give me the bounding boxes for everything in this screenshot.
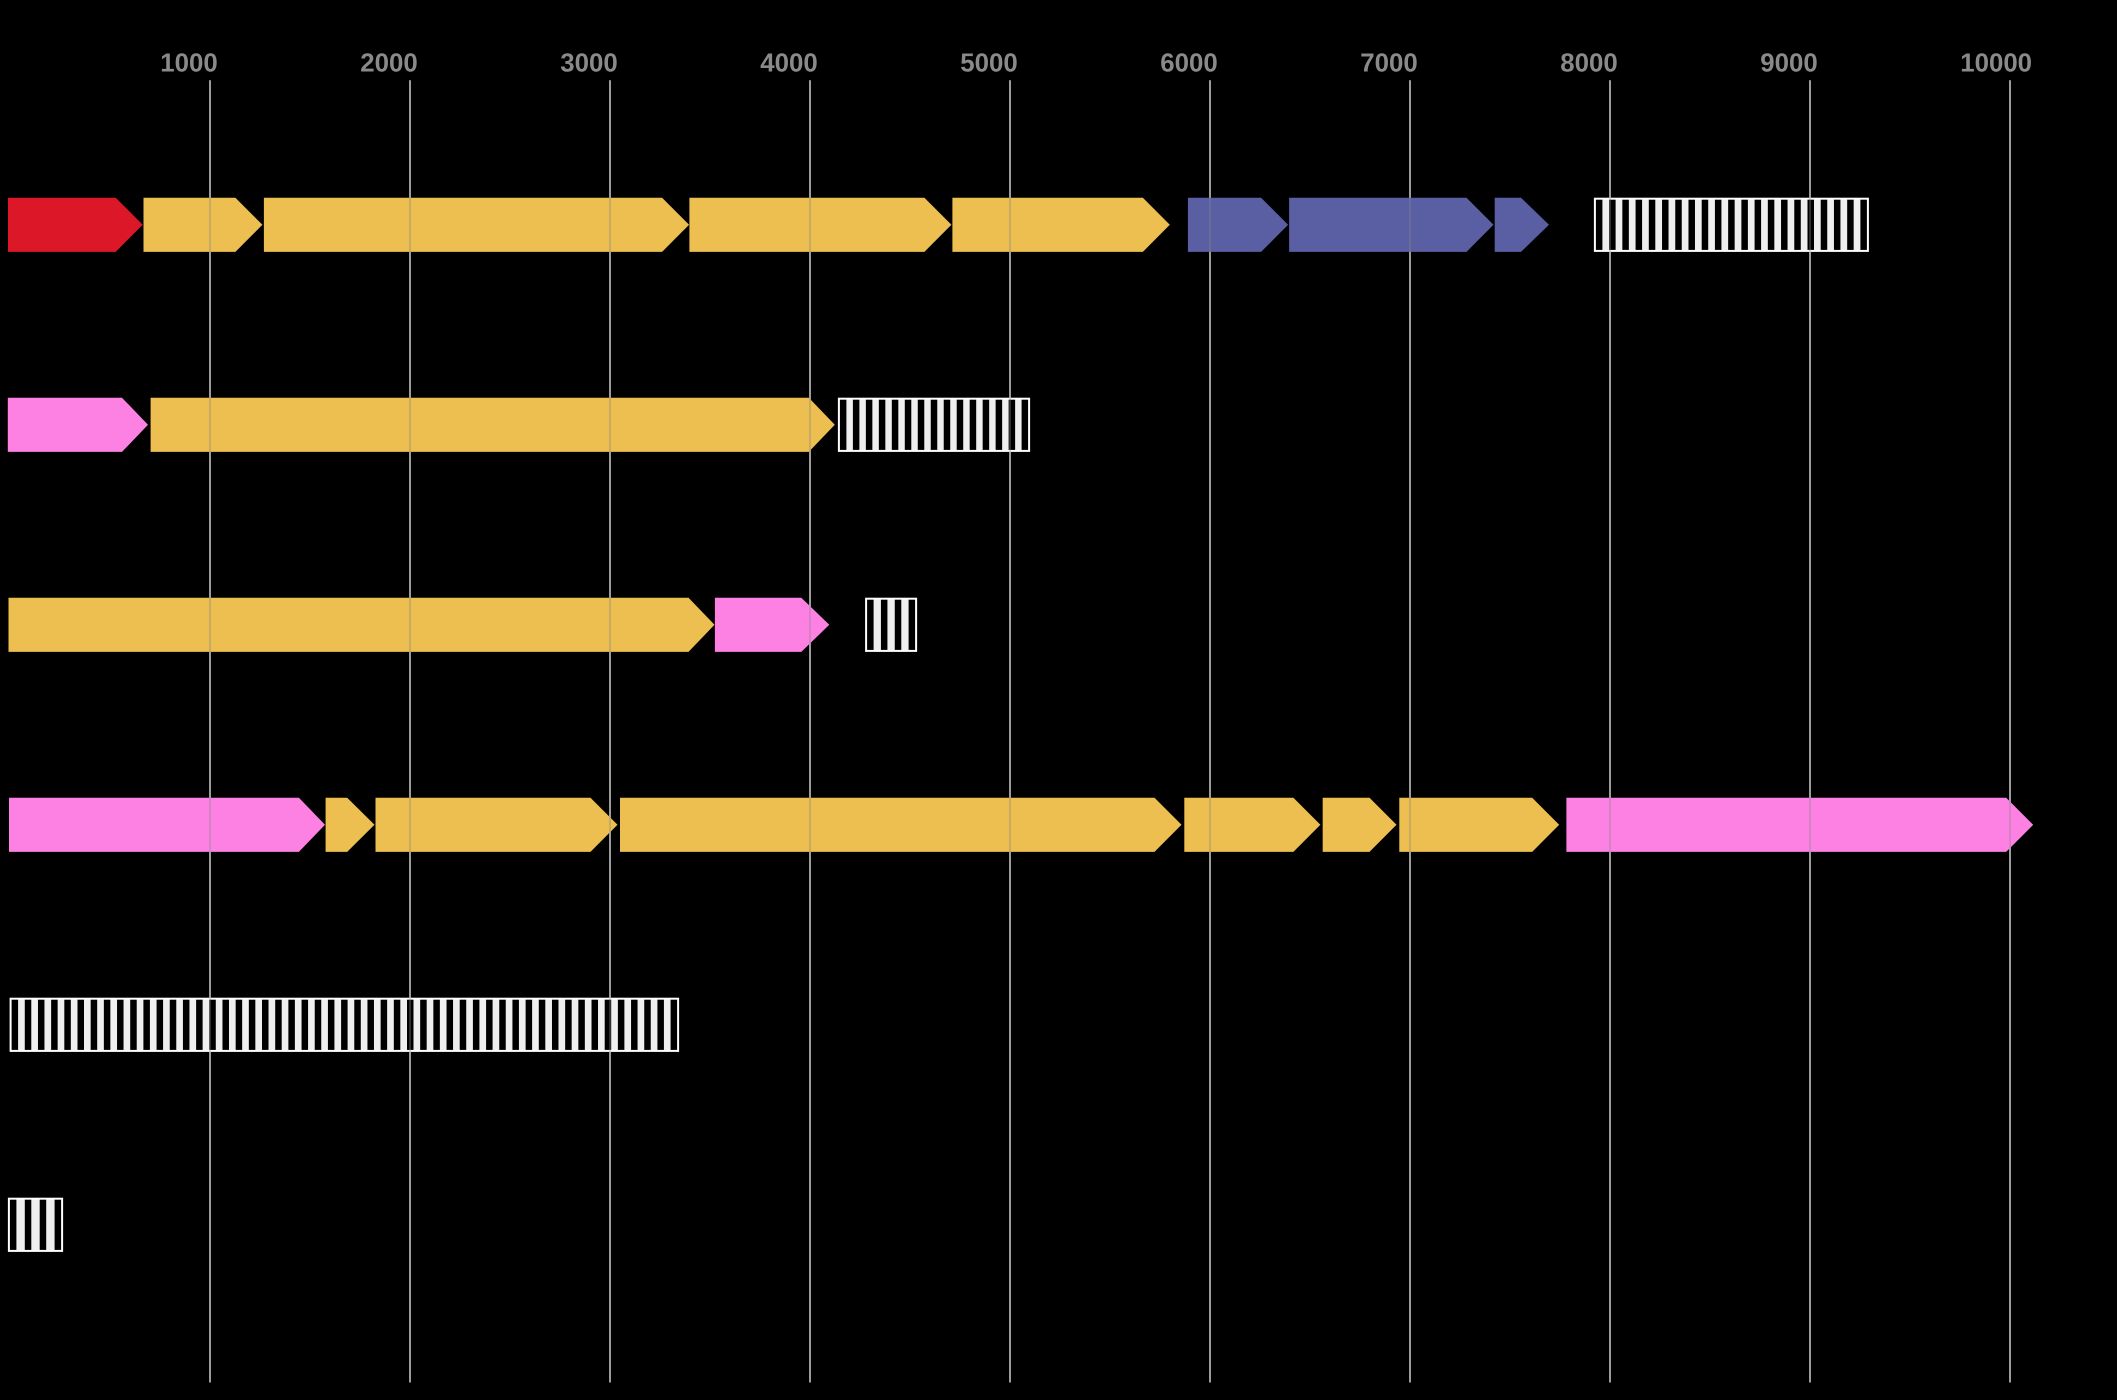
svg-text:7000: 7000 <box>1360 49 1417 77</box>
svg-text:10000: 10000 <box>1960 49 2032 77</box>
svg-text:4000: 4000 <box>760 49 817 77</box>
svg-text:9000: 9000 <box>1760 49 1817 77</box>
svg-text:1000: 1000 <box>160 49 217 77</box>
svg-text:2000: 2000 <box>360 49 417 77</box>
svg-text:8000: 8000 <box>1560 49 1617 77</box>
svg-text:3000: 3000 <box>560 49 617 77</box>
svg-text:6000: 6000 <box>1160 49 1217 77</box>
svg-text:5000: 5000 <box>960 49 1017 77</box>
